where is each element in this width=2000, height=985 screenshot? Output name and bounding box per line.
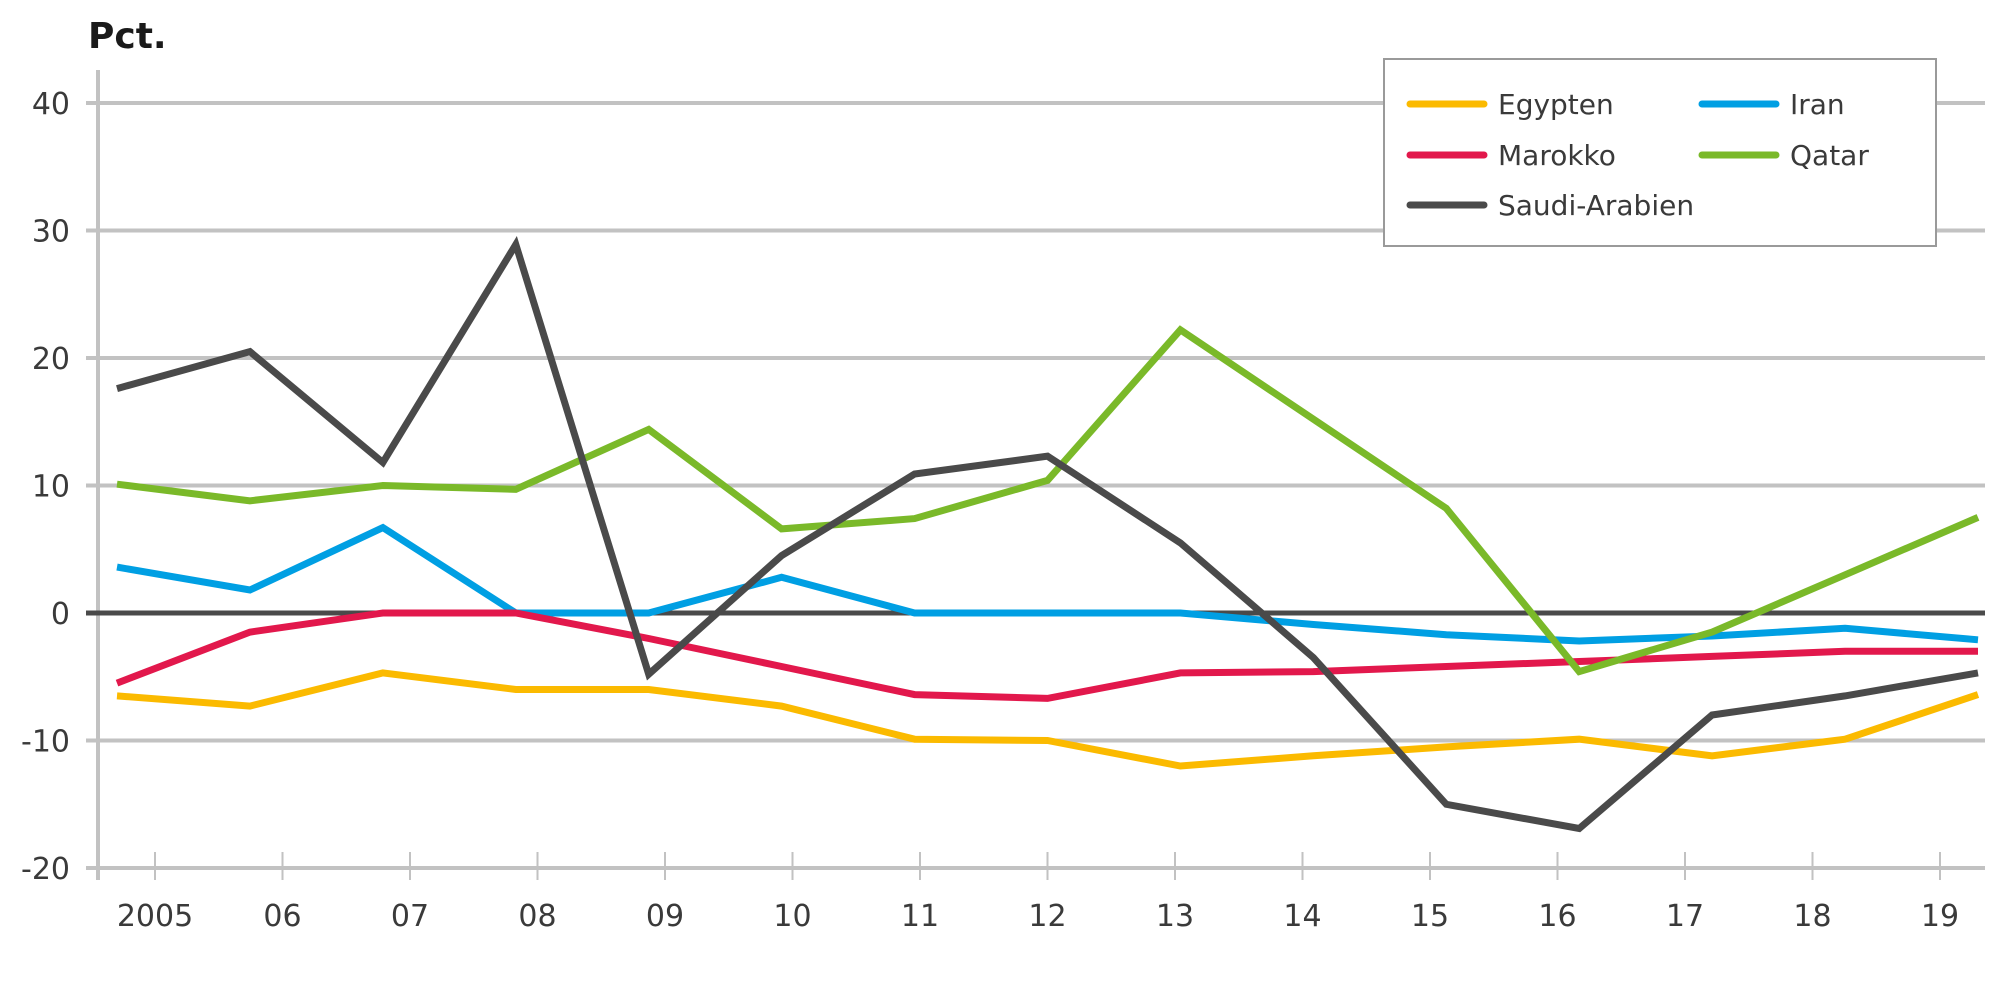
series-line-egypten [116,669,1980,770]
y-tick-label: 40 [32,87,70,122]
x-tick-label: 12 [1028,899,1066,934]
series-line-marokko [115,609,1978,702]
x-tick-label: 09 [646,899,684,934]
y-tick-label: 30 [32,215,70,250]
legend-label: Marokko [1498,139,1616,172]
y-tick-label: 0 [51,597,70,632]
y-axis-ticks: 40 30 20 10 0 -10 -20 [21,87,70,887]
y-tick-label: -10 [21,725,70,760]
series-lines [86,236,1985,833]
legend-label: Saudi-Arabien [1498,189,1694,222]
x-tick-label: 08 [518,899,556,934]
y-tick-label: 20 [32,342,70,377]
legend-label: Egypten [1498,88,1614,121]
x-tick-label: 16 [1538,899,1576,934]
x-tick-label: 06 [263,899,301,934]
series-line-iran [116,523,1979,645]
x-tick-label: 13 [1156,899,1194,934]
x-tick-label: 10 [773,899,811,934]
x-tick-label: 11 [901,899,939,934]
x-tick-label: 18 [1793,899,1831,934]
x-tick-label: 07 [391,899,429,934]
series-line-saudi-arabien [116,236,1979,833]
x-tick-label: 17 [1666,899,1704,934]
series-line-qatar [116,325,1980,676]
x-tick-label: 15 [1411,899,1449,934]
x-axis-ticks: 2005 06 07 08 09 10 11 12 13 14 15 16 17 18 19 [117,852,1959,934]
x-tick-label: 19 [1921,899,1959,934]
y-tick-label: -20 [21,852,70,887]
legend: Egypten Iran Marokko Qatar Saudi-Arabien [1383,58,1937,247]
legend-label: Iran [1790,88,1845,121]
x-tick-label: 14 [1283,899,1321,934]
y-tick-label: 10 [32,470,70,505]
legend-label: Qatar [1790,139,1869,172]
y-axis-title: Pct. [88,16,167,57]
x-tick-label: 2005 [117,899,193,934]
